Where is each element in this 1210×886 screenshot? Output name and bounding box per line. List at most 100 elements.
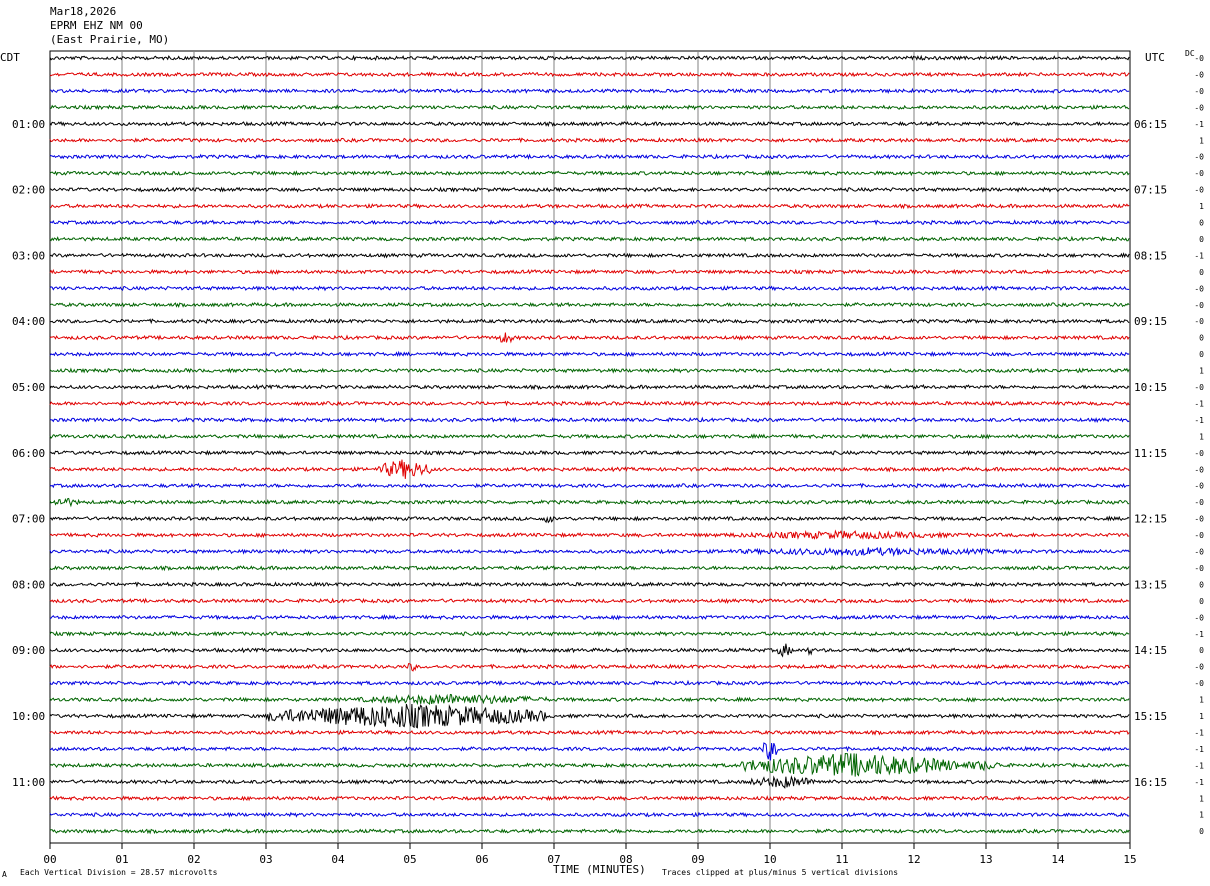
plot-frame	[49, 50, 1131, 844]
dc-offset-label: -0	[1194, 564, 1204, 573]
trace-row-23	[49, 433, 1130, 440]
dc-offset-label: 1	[1199, 367, 1204, 376]
right-hour-label: 07:15	[1134, 184, 1167, 197]
dc-offset-label: -0	[1194, 70, 1204, 79]
trace-row-44	[50, 775, 1130, 789]
trace-row-46	[49, 811, 1130, 818]
right-hour-label: 10:15	[1134, 381, 1167, 394]
dc-offset-label: -0	[1194, 613, 1204, 622]
left-hour-label: 07:00	[12, 513, 45, 526]
trace-row-24	[49, 449, 1130, 457]
dc-offset-label: 1	[1199, 136, 1204, 145]
trace-row-26	[49, 482, 1130, 489]
x-tick-label: 06	[475, 853, 488, 866]
dc-offset-label: -1	[1194, 745, 1204, 754]
x-tick-label: 08	[619, 853, 632, 866]
right-hour-label: 11:15	[1134, 447, 1167, 460]
trace-row-11	[49, 235, 1130, 243]
scale-text: Each Vertical Division = 28.57 microvolt…	[20, 868, 218, 877]
trace-row-35	[49, 630, 1130, 637]
trace-row-36	[49, 643, 1130, 658]
x-tick-label: 11	[835, 853, 848, 866]
trace-row-39	[49, 693, 1130, 706]
trace-row-8	[49, 186, 1130, 193]
trace-row-6	[49, 153, 1130, 160]
x-tick-label: 10	[763, 853, 776, 866]
trace-row-45	[49, 795, 1130, 802]
x-axis-title: TIME (MINUTES)	[553, 863, 646, 876]
dc-offset-label: 1	[1199, 202, 1204, 211]
dc-offset-label: 1	[1199, 794, 1204, 803]
dc-offset-label: 1	[1199, 432, 1204, 441]
trace-row-34	[49, 613, 1130, 621]
trace-row-10	[49, 219, 1130, 226]
left-hour-label: 03:00	[12, 249, 45, 262]
trace-row-22	[49, 416, 1130, 424]
dc-offset-label: -0	[1194, 153, 1204, 162]
location-label: (East Prairie, MO)	[50, 33, 170, 46]
corner-mark: A	[2, 870, 7, 879]
trace-row-17	[49, 332, 1130, 344]
dc-offset-label: -0	[1194, 531, 1204, 540]
right-hour-label: 12:15	[1134, 513, 1167, 526]
dc-offset-label: -0	[1194, 498, 1204, 507]
dc-offset-label: 0	[1199, 235, 1204, 244]
dc-offset-label: -0	[1194, 186, 1204, 195]
dc-offset-label: -0	[1194, 317, 1204, 326]
dc-offset-label: 0	[1199, 350, 1204, 359]
dc-offset-label: -0	[1194, 383, 1204, 392]
x-tick-label: 00	[43, 853, 56, 866]
right-hour-label: 14:15	[1134, 644, 1167, 657]
dc-offset-label: -0	[1194, 482, 1204, 491]
dc-offset-label: -1	[1194, 728, 1204, 737]
x-tick-label: 04	[331, 853, 345, 866]
dc-offset-label: -1	[1194, 399, 1204, 408]
dc-offset-label: -1	[1194, 120, 1204, 129]
dc-offset-label: 0	[1199, 646, 1204, 655]
x-tick-label: 02	[187, 853, 200, 866]
dc-offset-label: 1	[1199, 811, 1204, 820]
dc-offset-label: 1	[1199, 712, 1204, 721]
trace-row-7	[49, 169, 1130, 177]
right-hour-label: 13:15	[1134, 578, 1167, 591]
trace-row-18	[49, 350, 1130, 358]
trace-row-41	[49, 729, 1130, 736]
dc-offset-label: 1	[1199, 696, 1204, 705]
right-hour-label: 08:15	[1134, 249, 1167, 262]
dc-offset-label: -1	[1194, 778, 1204, 787]
x-tick-label: 07	[547, 853, 560, 866]
trace-row-33	[49, 597, 1130, 604]
trace-row-40	[49, 703, 1130, 729]
left-hour-label: 10:00	[12, 710, 45, 723]
trace-row-4	[49, 120, 1130, 127]
right-axis-title: UTC	[1145, 51, 1165, 64]
trace-row-25	[49, 459, 1130, 479]
trace-row-30	[49, 546, 1130, 557]
trace-row-21	[49, 400, 1130, 407]
left-hour-label: 01:00	[12, 118, 45, 131]
dc-offset-label: -0	[1194, 548, 1204, 557]
dc-offset-label: 0	[1199, 597, 1204, 606]
dc-offset-label: -0	[1194, 663, 1204, 672]
trace-row-31	[49, 565, 1130, 572]
dc-offset-label: -0	[1194, 103, 1204, 112]
dc-offset-label: -0	[1194, 679, 1204, 688]
trace-row-38	[49, 679, 1130, 687]
dc-title: DC	[1185, 49, 1195, 58]
trace-row-20	[49, 383, 1130, 391]
x-tick-label: 13	[979, 853, 992, 866]
dc-offset-label: -0	[1194, 54, 1204, 63]
dc-offset-label: -0	[1194, 284, 1204, 293]
trace-row-5	[49, 136, 1130, 144]
dc-offset-label: -0	[1194, 301, 1204, 310]
left-hour-label: 02:00	[12, 184, 45, 197]
x-tick-label: 15	[1123, 853, 1136, 866]
dc-offset-label: 0	[1199, 268, 1204, 277]
x-tick-label: 05	[403, 853, 416, 866]
trace-row-27	[49, 497, 1130, 508]
trace-row-14	[49, 285, 1130, 292]
trace-row-19	[49, 367, 1130, 374]
dc-offset-label: 0	[1199, 827, 1204, 836]
left-hour-label: 06:00	[12, 447, 45, 460]
